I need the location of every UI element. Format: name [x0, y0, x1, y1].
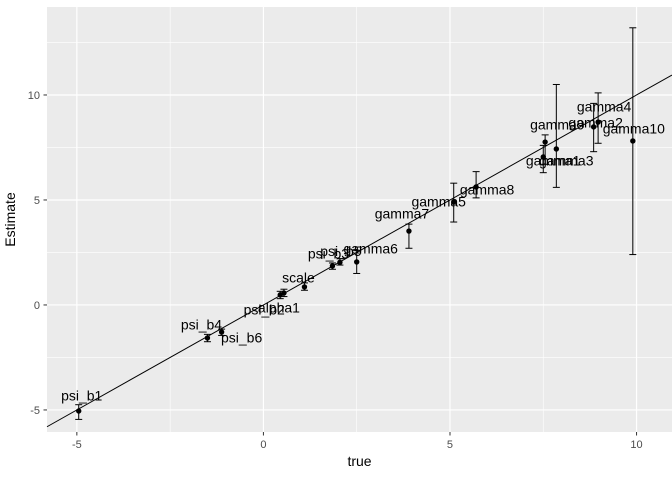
point-label-psi_b3: psi_b3 — [308, 245, 349, 261]
point-label-gamma3: gamma3 — [539, 152, 594, 168]
point-label-alpha1: alpha1 — [258, 299, 300, 315]
point-label-psi_b5: psi_b5 — [320, 243, 361, 259]
point-label-gamma1: gamma1 — [526, 153, 581, 169]
data-point-gamma6 — [354, 259, 360, 265]
identity-line — [46, 74, 672, 428]
data-point-psi_b3 — [329, 263, 336, 269]
x-axis-tick-label: 0 — [260, 439, 266, 451]
data-point-alpha1 — [281, 290, 287, 296]
y-axis-tick-label: 10 — [28, 90, 40, 102]
data-point-gamma10 — [630, 138, 636, 144]
data-point-gamma7 — [406, 228, 412, 234]
point-label-gamma4: gamma4 — [577, 99, 632, 115]
y-axis-tick-label: -5 — [30, 405, 40, 417]
x-axis-tick-label: -5 — [72, 439, 82, 451]
x-axis-title: true — [347, 453, 371, 469]
point-label-gamma10: gamma10 — [603, 120, 665, 136]
point-label-gamma7: gamma7 — [375, 206, 430, 222]
data-point-psi_b6 — [218, 329, 225, 335]
point-label-gamma6: gamma6 — [343, 240, 398, 256]
y-axis-title: Estimate — [2, 192, 18, 247]
data-point-gamma1 — [542, 139, 548, 145]
data-point-gamma5 — [451, 199, 457, 205]
point-label-psi_b6: psi_b6 — [221, 330, 262, 346]
data-point-gamma9 — [553, 146, 560, 152]
data-point-gamma2 — [590, 124, 597, 130]
data-point-gamma3 — [540, 154, 546, 160]
point-label-psi_b4: psi_b4 — [181, 316, 222, 332]
data-point-gamma4 — [595, 119, 601, 125]
data-point-scale — [301, 284, 308, 290]
x-axis-tick-label: 10 — [630, 439, 642, 451]
point-label-gamma8: gamma8 — [460, 181, 515, 197]
data-point-gamma8 — [473, 184, 479, 190]
data-point-psi_b4 — [204, 335, 211, 341]
y-axis-tick-label: 0 — [34, 300, 40, 312]
data-point-psi_b1 — [76, 408, 82, 414]
data-point-psi_b5 — [337, 259, 343, 266]
point-label-gamma5: gamma5 — [411, 194, 466, 210]
point-label-gamma9: gamma9 — [530, 116, 585, 132]
x-axis-tick-label: 5 — [447, 439, 453, 451]
point-label-psi_b2: psi_b2 — [244, 301, 285, 317]
y-axis-tick-label: 5 — [34, 195, 40, 207]
point-label-scale: scale — [282, 269, 315, 285]
point-label-psi_b1: psi_b1 — [61, 388, 102, 404]
plot-panel — [47, 7, 672, 432]
